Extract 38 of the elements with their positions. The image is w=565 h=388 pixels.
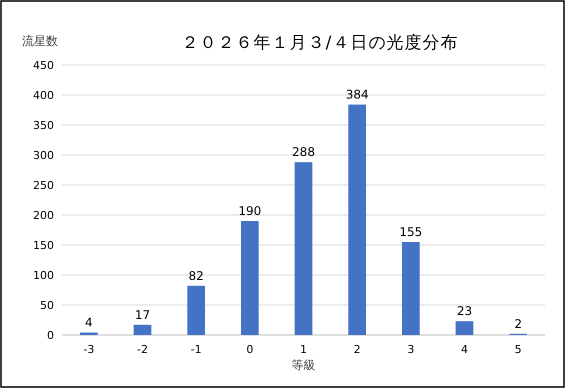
x-tick-label: -2: [137, 343, 148, 356]
bar: [294, 162, 312, 335]
y-axis-title: 流星数: [22, 34, 58, 48]
y-tick-label: 50: [40, 299, 54, 312]
x-tick-label: 2: [354, 343, 361, 356]
chart-title: ２０２６年１月３/４日の光度分布: [182, 33, 458, 53]
data-label: 155: [399, 225, 422, 239]
y-tick-label: 400: [33, 89, 54, 102]
data-label: 384: [346, 88, 369, 102]
x-axis-title: 等級: [292, 358, 316, 372]
y-tick-label: 450: [33, 59, 54, 72]
data-label: 2: [514, 316, 522, 331]
bar: [348, 104, 366, 335]
y-tick-label: 250: [33, 179, 54, 192]
x-tick-label: -3: [83, 343, 94, 356]
data-label: 190: [238, 204, 262, 218]
bar: [456, 321, 474, 335]
y-tick-label: 350: [33, 119, 54, 132]
data-label: 288: [292, 145, 315, 160]
y-tick-label: 200: [33, 209, 54, 222]
bar: [240, 221, 259, 335]
data-label: 4: [85, 316, 93, 330]
x-tick-label: 4: [461, 343, 468, 356]
y-tick-label: 150: [33, 239, 54, 252]
data-label: 23: [456, 304, 472, 318]
bar: [402, 242, 420, 335]
y-tick-label: 100: [33, 269, 54, 282]
bar: [187, 286, 206, 335]
x-tick-label: 0: [246, 343, 254, 356]
bar: [134, 324, 152, 335]
data-label: 82: [188, 268, 204, 283]
x-tick-label: 3: [407, 343, 414, 356]
x-tick-label: 5: [514, 343, 522, 356]
y-tick-label: 0: [47, 329, 54, 342]
x-tick-label: -1: [190, 343, 202, 356]
x-tick-label: 1: [300, 343, 307, 356]
data-label: 17: [134, 308, 150, 322]
y-tick-label: 300: [33, 149, 54, 162]
